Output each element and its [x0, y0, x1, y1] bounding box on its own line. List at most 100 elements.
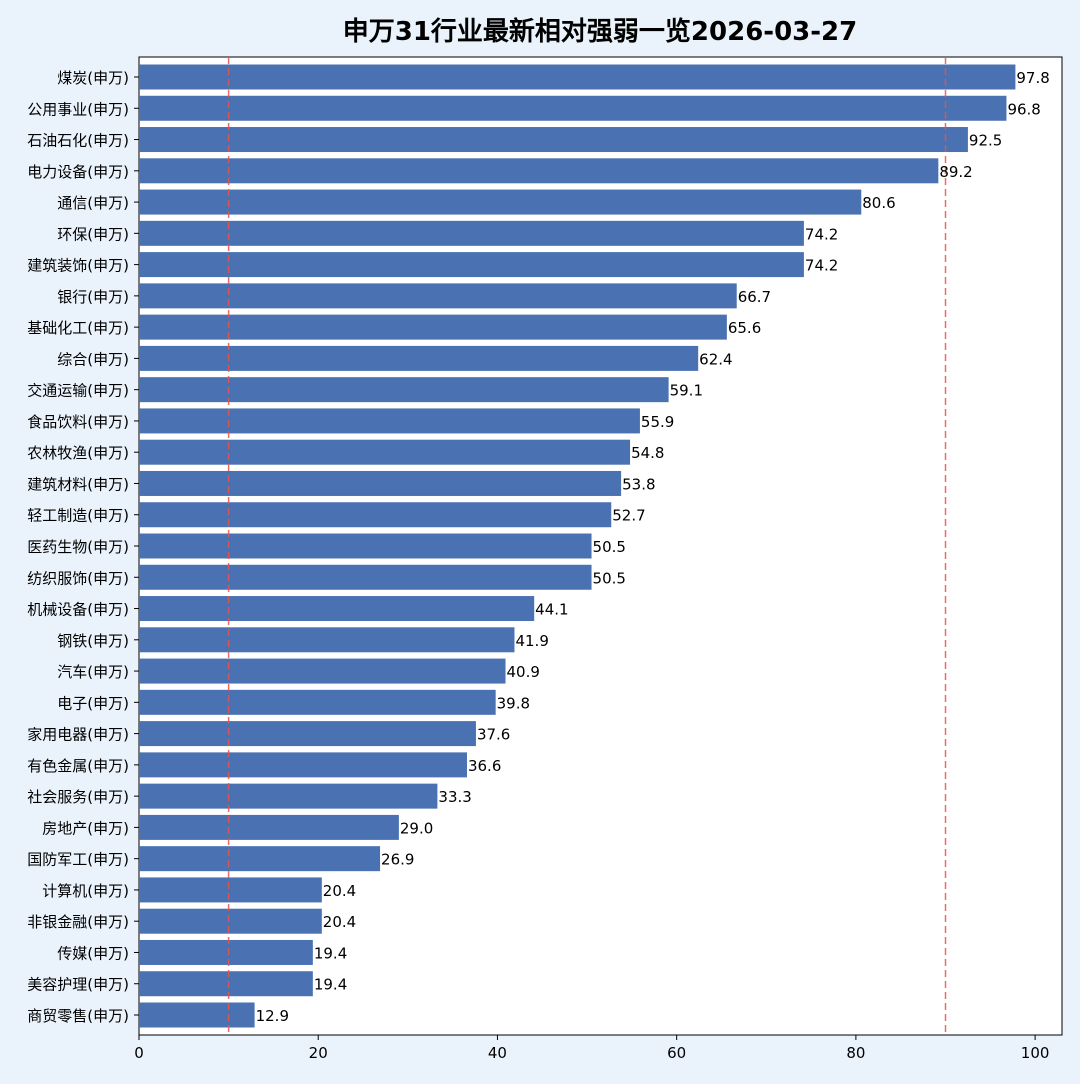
bar-27 — [139, 908, 322, 934]
x-tick-label-5: 100 — [1021, 1044, 1050, 1062]
value-label-13: 53.8 — [622, 475, 655, 493]
bar-15 — [139, 533, 592, 559]
bar-28 — [139, 939, 313, 965]
bar-0 — [139, 64, 1016, 90]
bar-9 — [139, 345, 699, 371]
value-label-8: 65.6 — [728, 319, 761, 337]
category-label-9: 综合(申万) — [57, 350, 129, 368]
category-label-7: 银行(申万) — [57, 288, 129, 306]
category-label-3: 电力设备(申万) — [27, 163, 129, 181]
bar-5 — [139, 220, 804, 246]
bar-3 — [139, 158, 939, 184]
bar-22 — [139, 752, 467, 778]
bar-10 — [139, 377, 669, 403]
value-label-12: 54.8 — [631, 444, 664, 462]
category-label-25: 国防军工(申万) — [27, 851, 129, 869]
value-label-17: 44.1 — [535, 601, 568, 619]
bars-layer — [139, 64, 1016, 1028]
category-label-29: 美容护理(申万) — [27, 976, 129, 994]
reference-lines — [227, 57, 947, 1035]
bar-30 — [139, 1002, 255, 1028]
value-label-7: 66.7 — [738, 288, 771, 306]
category-label-1: 公用事业(申万) — [27, 100, 129, 118]
category-label-12: 农林牧渔(申万) — [27, 444, 129, 462]
bar-4 — [139, 189, 862, 215]
category-label-8: 基础化工(申万) — [27, 319, 129, 337]
bar-11 — [139, 408, 640, 434]
category-label-4: 通信(申万) — [57, 194, 129, 212]
category-label-28: 传媒(申万) — [57, 944, 129, 962]
bar-25 — [139, 846, 381, 872]
x-tick-label-4: 80 — [846, 1044, 865, 1062]
category-label-23: 社会服务(申万) — [27, 788, 129, 806]
value-label-27: 20.4 — [323, 913, 356, 931]
bar-18 — [139, 627, 515, 653]
value-label-16: 50.5 — [593, 569, 626, 587]
bar-19 — [139, 658, 506, 684]
bar-6 — [139, 252, 804, 278]
category-label-6: 建筑装饰(申万) — [27, 257, 129, 275]
category-label-14: 轻工制造(申万) — [27, 507, 129, 525]
category-label-13: 建筑材料(申万) — [27, 475, 129, 493]
category-label-2: 石油石化(申万) — [27, 132, 129, 150]
value-label-10: 59.1 — [670, 382, 703, 400]
value-label-11: 55.9 — [641, 413, 674, 431]
bar-24 — [139, 814, 399, 840]
category-label-11: 食品饮料(申万) — [27, 413, 129, 431]
category-label-22: 有色金属(申万) — [27, 757, 129, 775]
bar-2 — [139, 127, 968, 153]
category-label-16: 纺织服饰(申万) — [27, 569, 129, 587]
value-label-28: 19.4 — [314, 944, 347, 962]
category-label-15: 医药生物(申万) — [27, 538, 129, 556]
bar-16 — [139, 564, 592, 590]
category-label-30: 商贸零售(申万) — [27, 1007, 129, 1025]
value-label-29: 19.4 — [314, 976, 347, 994]
bar-7 — [139, 283, 737, 309]
category-label-24: 房地产(申万) — [42, 819, 129, 837]
value-label-15: 50.5 — [593, 538, 626, 556]
value-label-18: 41.9 — [515, 632, 548, 650]
value-label-21: 37.6 — [477, 726, 510, 744]
bar-21 — [139, 721, 476, 747]
bar-26 — [139, 877, 322, 903]
chart-title: 申万31行业最新相对强弱一览2026-03-27 — [343, 16, 858, 47]
bar-8 — [139, 314, 727, 340]
category-label-19: 汽车(申万) — [57, 663, 129, 681]
category-label-0: 煤炭(申万) — [57, 69, 129, 87]
value-label-5: 74.2 — [805, 225, 838, 243]
category-label-21: 家用电器(申万) — [27, 726, 129, 744]
bar-17 — [139, 596, 535, 622]
category-label-26: 计算机(申万) — [42, 882, 129, 900]
bar-1 — [139, 95, 1007, 121]
value-label-14: 52.7 — [612, 507, 645, 525]
value-label-25: 26.9 — [381, 851, 414, 869]
x-tick-label-0: 0 — [134, 1044, 144, 1062]
category-label-20: 电子(申万) — [57, 694, 129, 712]
bar-14 — [139, 502, 612, 528]
bar-20 — [139, 689, 496, 715]
x-tick-label-2: 40 — [488, 1044, 507, 1062]
value-label-26: 20.4 — [323, 882, 356, 900]
bar-29 — [139, 971, 313, 997]
value-label-0: 97.8 — [1016, 69, 1049, 87]
category-labels: 煤炭(申万) 公用事业(申万) 石油石化(申万) 电力设备(申万) 通信(申万) 环保(申… — [27, 69, 139, 1025]
bar-23 — [139, 783, 438, 809]
value-label-19: 40.9 — [507, 663, 540, 681]
value-label-4: 80.6 — [862, 194, 895, 212]
value-label-30: 12.9 — [256, 1007, 289, 1025]
category-label-27: 非银金融(申万) — [27, 913, 129, 931]
x-tick-label-1: 20 — [309, 1044, 328, 1062]
value-label-9: 62.4 — [699, 350, 732, 368]
x-axis: 0 20 40 60 80 100 — [134, 1035, 1049, 1062]
value-labels: 97.8 96.8 92.5 89.2 80.6 74.2 74.2 66.7 65.6 62.4… — [256, 69, 1050, 1025]
category-label-10: 交通运输(申万) — [27, 382, 129, 400]
value-label-1: 96.8 — [1007, 100, 1040, 118]
category-label-18: 钢铁(申万) — [57, 632, 129, 650]
value-label-2: 92.5 — [969, 132, 1002, 150]
category-label-17: 机械设备(申万) — [27, 601, 129, 619]
value-label-3: 89.2 — [939, 163, 972, 181]
value-label-6: 74.2 — [805, 257, 838, 275]
value-label-23: 33.3 — [438, 788, 471, 806]
bar-13 — [139, 470, 622, 496]
